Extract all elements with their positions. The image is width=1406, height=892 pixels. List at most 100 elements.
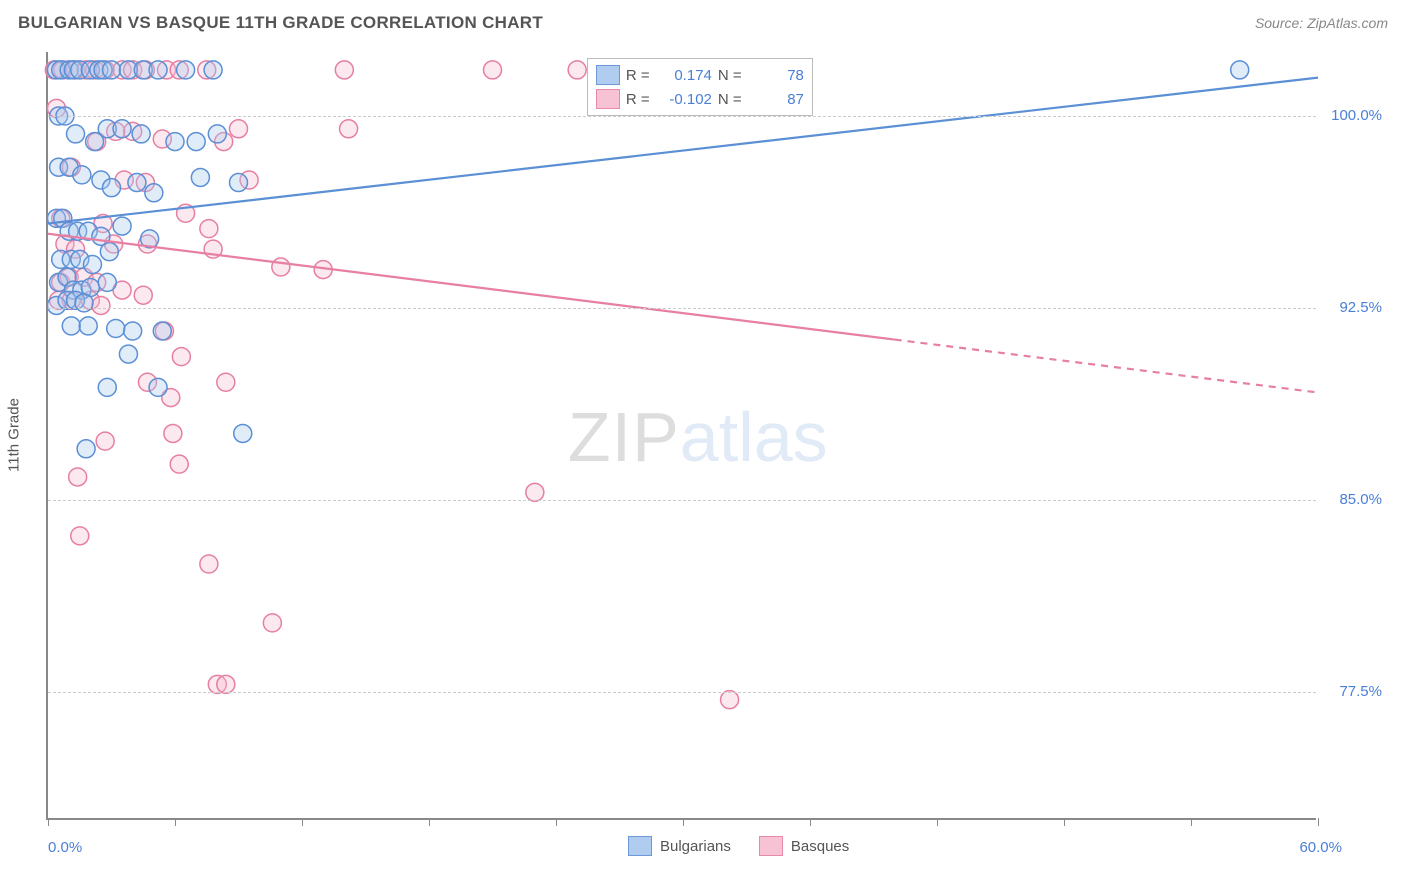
point-bulgarians bbox=[113, 120, 131, 138]
swatch-bulgarians bbox=[628, 836, 652, 856]
point-bulgarians bbox=[83, 255, 101, 273]
plot-svg bbox=[48, 52, 1316, 818]
n-label: N = bbox=[718, 67, 746, 84]
point-basques bbox=[721, 691, 739, 709]
y-tick-label: 77.5% bbox=[1339, 683, 1382, 700]
point-basques bbox=[164, 424, 182, 442]
x-tick bbox=[429, 818, 430, 826]
point-basques bbox=[170, 455, 188, 473]
point-bulgarians bbox=[208, 125, 226, 143]
y-tick-label: 100.0% bbox=[1331, 107, 1382, 124]
chart-container: BULGARIAN VS BASQUE 11TH GRADE CORRELATI… bbox=[0, 0, 1406, 892]
point-bulgarians bbox=[191, 168, 209, 186]
point-bulgarians bbox=[103, 179, 121, 197]
point-bulgarians bbox=[107, 319, 125, 337]
point-basques bbox=[335, 61, 353, 79]
trend-basques-solid bbox=[48, 234, 895, 340]
x-tick bbox=[175, 818, 176, 826]
point-basques bbox=[71, 527, 89, 545]
point-bulgarians bbox=[153, 322, 171, 340]
point-bulgarians bbox=[67, 125, 85, 143]
x-tick bbox=[1064, 818, 1065, 826]
y-axis-label: 11th Grade bbox=[6, 398, 23, 472]
point-basques bbox=[340, 120, 358, 138]
x-max-label: 60.0% bbox=[1299, 839, 1342, 856]
gridline bbox=[48, 116, 1316, 117]
point-basques bbox=[217, 373, 235, 391]
point-bulgarians bbox=[73, 166, 91, 184]
point-bulgarians bbox=[166, 133, 184, 151]
point-basques bbox=[484, 61, 502, 79]
point-basques bbox=[568, 61, 586, 79]
point-bulgarians bbox=[128, 174, 146, 192]
point-bulgarians bbox=[98, 273, 116, 291]
point-bulgarians bbox=[77, 440, 95, 458]
series-legend: Bulgarians Basques bbox=[628, 836, 849, 856]
x-tick bbox=[1318, 818, 1319, 826]
point-bulgarians bbox=[132, 125, 150, 143]
point-bulgarians bbox=[145, 184, 163, 202]
x-tick bbox=[810, 818, 811, 826]
point-basques bbox=[96, 432, 114, 450]
chart-source: Source: ZipAtlas.com bbox=[1255, 15, 1388, 31]
point-basques bbox=[134, 286, 152, 304]
r-label: R = bbox=[626, 91, 654, 108]
gridline bbox=[48, 308, 1316, 309]
point-bulgarians bbox=[204, 61, 222, 79]
r-label: R = bbox=[626, 67, 654, 84]
y-tick-label: 92.5% bbox=[1339, 299, 1382, 316]
chart-header: BULGARIAN VS BASQUE 11TH GRADE CORRELATI… bbox=[0, 0, 1406, 46]
point-bulgarians bbox=[75, 294, 93, 312]
x-tick bbox=[556, 818, 557, 826]
legend-label-bulgarians: Bulgarians bbox=[660, 838, 731, 855]
point-basques bbox=[230, 120, 248, 138]
chart-title: BULGARIAN VS BASQUE 11TH GRADE CORRELATI… bbox=[18, 13, 543, 33]
point-basques bbox=[200, 220, 218, 238]
point-bulgarians bbox=[103, 61, 121, 79]
point-basques bbox=[526, 483, 544, 501]
point-bulgarians bbox=[98, 378, 116, 396]
swatch-bulgarians bbox=[596, 65, 620, 85]
r-value-basques: -0.102 bbox=[660, 91, 712, 108]
point-basques bbox=[200, 555, 218, 573]
legend-item-basques: Basques bbox=[759, 836, 849, 856]
n-value-bulgarians: 78 bbox=[752, 67, 804, 84]
point-bulgarians bbox=[124, 322, 142, 340]
y-tick-label: 85.0% bbox=[1339, 491, 1382, 508]
point-bulgarians bbox=[149, 61, 167, 79]
n-label: N = bbox=[718, 91, 746, 108]
point-basques bbox=[69, 468, 87, 486]
point-bulgarians bbox=[230, 174, 248, 192]
x-tick bbox=[937, 818, 938, 826]
x-tick bbox=[302, 818, 303, 826]
plot-area: 11th Grade ZIPatlas R = 0.174 N = 78 R =… bbox=[46, 52, 1316, 820]
correlation-legend: R = 0.174 N = 78 R = -0.102 N = 87 bbox=[587, 58, 813, 116]
point-bulgarians bbox=[1231, 61, 1249, 79]
point-bulgarians bbox=[62, 317, 80, 335]
legend-row-basques: R = -0.102 N = 87 bbox=[596, 87, 804, 111]
point-basques bbox=[217, 675, 235, 693]
swatch-basques bbox=[759, 836, 783, 856]
trend-basques-dashed bbox=[895, 340, 1318, 393]
legend-row-bulgarians: R = 0.174 N = 78 bbox=[596, 63, 804, 87]
x-tick bbox=[1191, 818, 1192, 826]
x-tick bbox=[48, 818, 49, 826]
r-value-bulgarians: 0.174 bbox=[660, 67, 712, 84]
n-value-basques: 87 bbox=[752, 91, 804, 108]
point-bulgarians bbox=[79, 317, 97, 335]
x-min-label: 0.0% bbox=[48, 839, 82, 856]
point-basques bbox=[172, 348, 190, 366]
point-bulgarians bbox=[100, 243, 118, 261]
point-basques bbox=[272, 258, 290, 276]
gridline bbox=[48, 500, 1316, 501]
point-bulgarians bbox=[234, 424, 252, 442]
x-tick bbox=[683, 818, 684, 826]
point-basques bbox=[92, 296, 110, 314]
point-bulgarians bbox=[149, 378, 167, 396]
legend-label-basques: Basques bbox=[791, 838, 849, 855]
point-bulgarians bbox=[113, 217, 131, 235]
swatch-basques bbox=[596, 89, 620, 109]
point-bulgarians bbox=[177, 61, 195, 79]
point-bulgarians bbox=[119, 345, 137, 363]
legend-item-bulgarians: Bulgarians bbox=[628, 836, 731, 856]
